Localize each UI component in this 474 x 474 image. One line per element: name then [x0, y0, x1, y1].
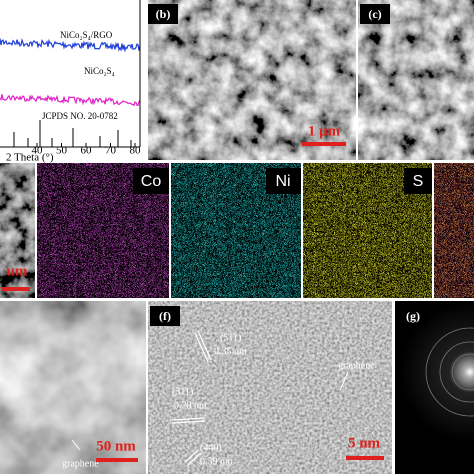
element-label: Ni: [275, 173, 290, 190]
saed-rings: [425, 327, 474, 417]
scale-bar: [2, 287, 30, 291]
annotation: (511): [220, 332, 241, 343]
tick-label: 80: [130, 145, 142, 157]
label-box: [148, 4, 178, 24]
xrd-label: NiCo₂S₄: [84, 66, 115, 76]
annotation: 0.28 nm: [174, 400, 207, 411]
sem-image: [0, 163, 35, 298]
scale-bar: [96, 458, 138, 462]
label-box: [150, 306, 180, 326]
scale-label: um: [7, 263, 28, 279]
scale-label: 1 μm: [308, 123, 341, 139]
xrd-label: JCPDS NO. 20-0782: [42, 111, 118, 121]
label-box: [404, 168, 432, 194]
map: [434, 163, 474, 298]
xrd-curve: [0, 37, 141, 53]
axis-label: 2 Theta (°): [6, 152, 54, 164]
hrtem-image: [148, 301, 392, 474]
sem-image: [148, 0, 356, 160]
panel-label: (f): [159, 309, 171, 323]
arrow: [71, 439, 81, 451]
annotation: (440): [200, 442, 222, 453]
label-box: [133, 168, 169, 194]
label-box: [398, 306, 428, 326]
scale-bar: [302, 142, 346, 146]
scale-bar: [346, 456, 384, 460]
tick-label: 60: [81, 145, 93, 157]
xrd-curve: [0, 94, 141, 107]
annotation: graphene: [338, 360, 375, 371]
reference-sticks: [13, 120, 132, 147]
annotation: 0.35 nm: [214, 346, 247, 357]
panel-label: (b): [156, 7, 171, 21]
annotation: (311): [172, 386, 193, 397]
tick-label: 70: [105, 145, 117, 157]
tick-label: 50: [56, 145, 68, 157]
scale-label: 5 nm: [348, 435, 381, 451]
label-box: [266, 168, 301, 194]
annotation: graphene: [62, 458, 99, 469]
annotation: 0.39 nm: [200, 456, 233, 467]
xrd-label: NiCo₂S₄/RGO: [60, 30, 113, 40]
scale-label: 50 nm: [96, 438, 136, 454]
tem-image: [0, 301, 146, 474]
x-ticks: 40 50 60 70 80: [32, 143, 142, 157]
element-label: S: [413, 173, 424, 190]
element-label: Co: [141, 173, 162, 190]
panel-label: (g): [406, 309, 420, 323]
xrd-panel: NiCo₂S₄/RGO NiCo₂S₄ JCPDS NO. 20-0782 40…: [0, 0, 146, 164]
sem-image: [358, 0, 474, 160]
tick-label: 40: [32, 145, 44, 157]
saed-pattern: [400, 302, 474, 442]
panel-label: (c): [368, 7, 381, 21]
label-box: [360, 4, 390, 24]
fringe-markers: [171, 330, 349, 466]
